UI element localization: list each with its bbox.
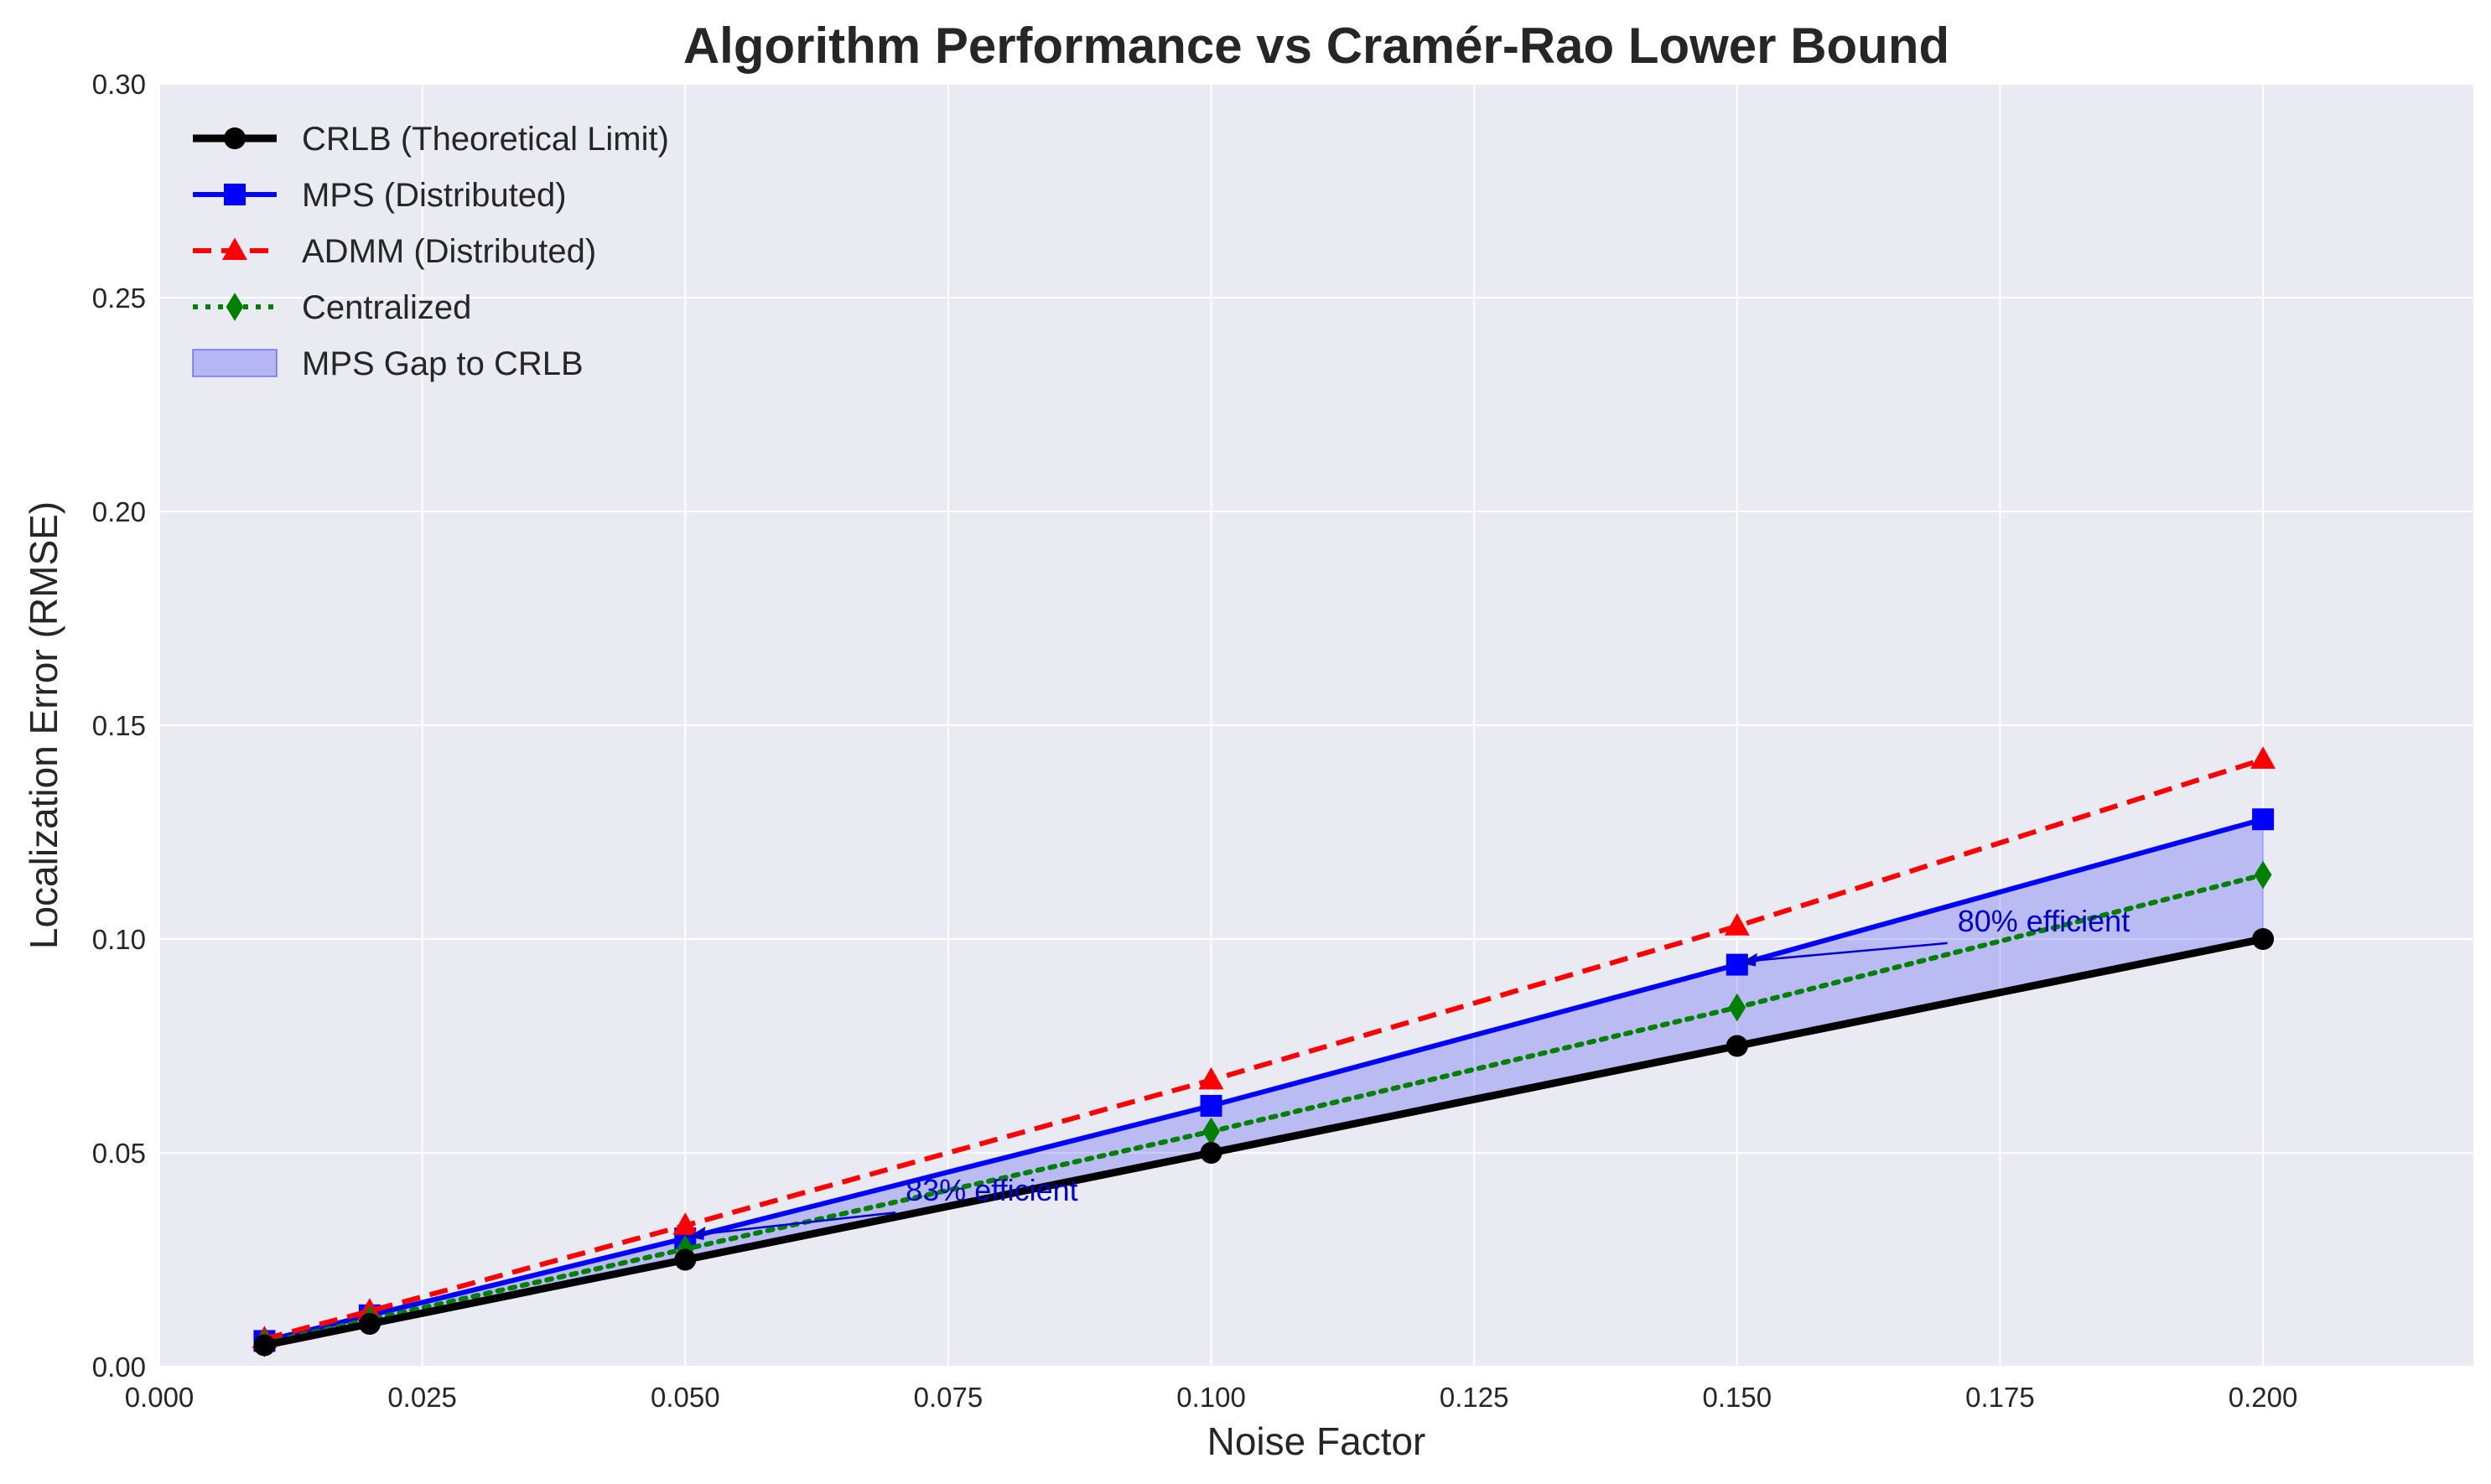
data-point-mps xyxy=(1200,1094,1222,1117)
data-point-centralized xyxy=(2254,860,2272,890)
x-tick-label: 0.100 xyxy=(1176,1382,1246,1413)
legend-marker xyxy=(226,293,244,321)
annotation-layer: 83% efficient 80% efficient xyxy=(688,904,2130,1240)
y-tick-label: 0.15 xyxy=(92,710,146,741)
y-tick-label: 0.30 xyxy=(92,69,146,100)
data-point-admm xyxy=(1724,913,1750,936)
legend-label: CRLB (Theoretical Limit) xyxy=(302,121,669,158)
x-tick-label: 0.025 xyxy=(387,1382,457,1413)
legend-entry-centralized: Centralized xyxy=(193,289,471,326)
legend: CRLB (Theoretical Limit) MPS (Distributed… xyxy=(192,121,669,382)
legend-label: ADMM (Distributed) xyxy=(302,233,596,270)
y-tick-labels: 0.00 0.05 0.10 0.15 0.20 0.25 0.30 xyxy=(92,69,146,1383)
series-line-admm xyxy=(263,756,2264,1341)
data-point-centralized xyxy=(1202,1117,1220,1146)
x-tick-label: 0.075 xyxy=(914,1382,983,1413)
data-point-crlb xyxy=(674,1248,697,1271)
annotation-arrowhead xyxy=(1740,952,1757,967)
data-point-crlb xyxy=(2252,928,2275,950)
data-point-crlb xyxy=(358,1313,381,1335)
x-tick-label: 0.175 xyxy=(1965,1382,2035,1413)
legend-marker xyxy=(222,237,247,261)
data-point-admm xyxy=(2250,746,2276,769)
legend-entry-admm: ADMM (Distributed) xyxy=(193,233,596,270)
annotation-label: 80% efficient xyxy=(1958,904,2130,938)
data-point-mps xyxy=(1726,953,1748,976)
data-point-crlb xyxy=(1200,1142,1222,1164)
y-tick-label: 0.05 xyxy=(92,1138,146,1169)
y-axis-label: Localization Error (RMSE) xyxy=(22,501,65,949)
x-tick-labels: 0.000 0.025 0.050 0.075 0.100 0.125 0.150 0.175… xyxy=(125,1382,2298,1413)
legend-marker xyxy=(224,127,246,149)
series-line-centralized xyxy=(262,872,2266,1346)
annotation-arrowhead xyxy=(688,1227,706,1240)
data-point-admm xyxy=(1198,1066,1224,1090)
y-tick-label: 0.00 xyxy=(92,1352,146,1383)
x-tick-label: 0.200 xyxy=(2229,1382,2298,1413)
data-point-admm xyxy=(672,1212,698,1235)
legend-entry-gap: MPS Gap to CRLB xyxy=(192,345,584,382)
series-admm xyxy=(252,746,2276,1348)
series-crlb xyxy=(253,928,2275,1357)
chart-title: Algorithm Performance vs Cramér-Rao Lowe… xyxy=(683,18,1949,74)
legend-entry-crlb: CRLB (Theoretical Limit) xyxy=(193,121,669,158)
data-point-crlb xyxy=(1726,1035,1748,1057)
legend-swatch xyxy=(192,349,278,377)
x-tick-label: 0.150 xyxy=(1703,1382,1772,1413)
y-tick-label: 0.20 xyxy=(92,496,146,527)
annotation-arrow xyxy=(1745,942,1948,963)
series-layer xyxy=(252,746,2276,1357)
y-tick-label: 0.25 xyxy=(92,283,146,314)
x-axis-label: Noise Factor xyxy=(1207,1419,1426,1463)
legend-label: Centralized xyxy=(302,289,471,326)
legend-marker xyxy=(224,184,246,205)
x-tick-label: 0.000 xyxy=(125,1382,195,1413)
annotation-label: 83% efficient xyxy=(906,1173,1077,1207)
legend-label: MPS (Distributed) xyxy=(302,177,567,214)
legend-label: MPS Gap to CRLB xyxy=(302,345,584,382)
series-line-crlb xyxy=(263,935,2264,1349)
x-tick-label: 0.050 xyxy=(651,1382,720,1413)
x-tick-label: 0.125 xyxy=(1440,1382,1509,1413)
data-point-centralized xyxy=(1728,993,1746,1022)
y-tick-label: 0.10 xyxy=(92,924,146,955)
legend-entry-mps: MPS (Distributed) xyxy=(193,177,567,214)
data-point-crlb xyxy=(253,1334,276,1357)
data-point-mps xyxy=(2252,808,2275,831)
grid xyxy=(158,83,2473,1367)
series-line-mps xyxy=(263,817,2264,1344)
annotation-arrow xyxy=(693,1211,896,1237)
